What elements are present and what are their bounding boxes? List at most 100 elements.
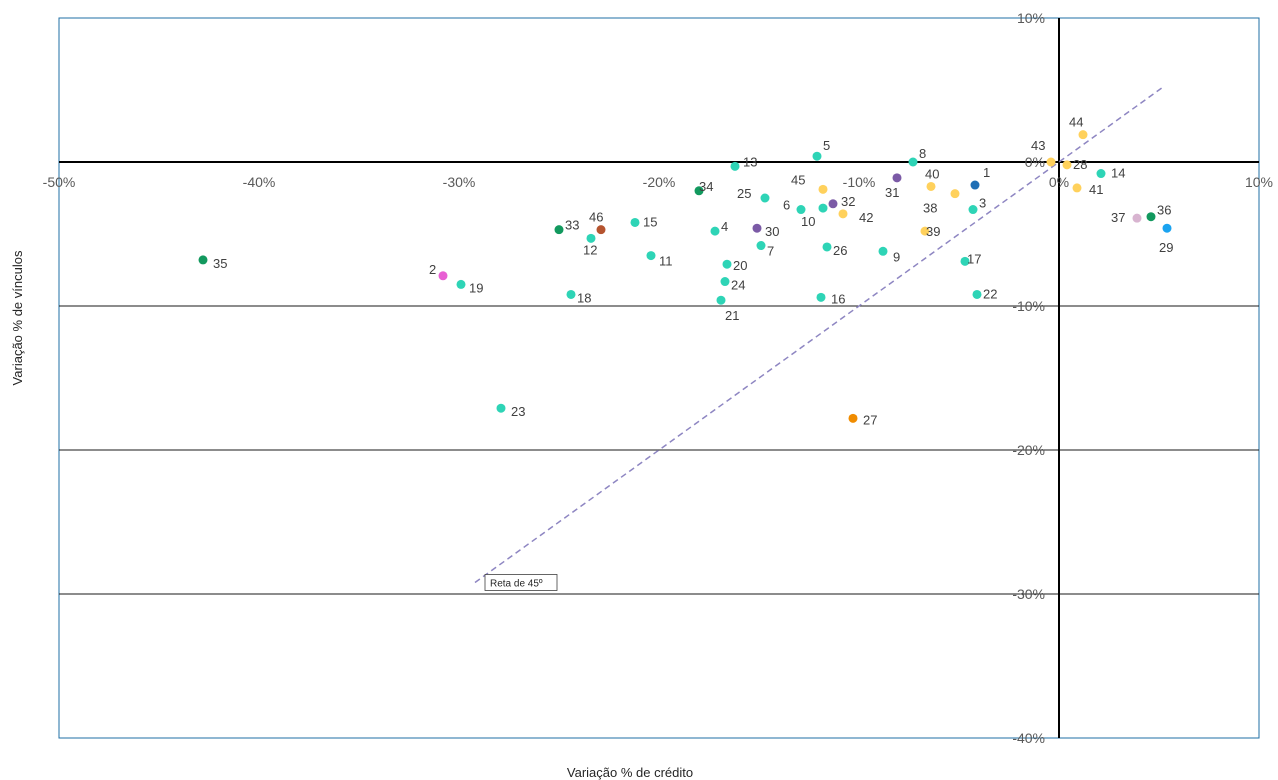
x-tick-label: -30% bbox=[443, 174, 476, 190]
point-label-8: 8 bbox=[919, 146, 926, 161]
reference-line-group: Reta de 45º bbox=[474, 86, 1164, 591]
axes bbox=[59, 18, 1259, 738]
data-point-30 bbox=[752, 223, 762, 233]
point-label-24: 24 bbox=[731, 278, 745, 293]
y-tick-labels: 10% 0% -10% -20% -30% -40% bbox=[1012, 10, 1045, 746]
point-label-37: 37 bbox=[1111, 210, 1125, 225]
point-label-45: 45 bbox=[791, 172, 805, 187]
x-axis-title: Variação % de crédito bbox=[567, 765, 693, 780]
data-point-28 bbox=[1062, 160, 1072, 170]
data-point-10 bbox=[818, 203, 828, 213]
data-point-23 bbox=[496, 403, 506, 413]
point-label-30: 30 bbox=[765, 224, 779, 239]
data-point-43 bbox=[1046, 157, 1056, 167]
point-label-31: 31 bbox=[885, 185, 899, 200]
point-label-6: 6 bbox=[783, 198, 790, 213]
point-label-19: 19 bbox=[469, 280, 483, 295]
x-tick-label: -40% bbox=[243, 174, 276, 190]
data-point-45 bbox=[818, 184, 828, 194]
point-label-22: 22 bbox=[983, 286, 997, 301]
y-tick-label: 10% bbox=[1017, 10, 1045, 26]
y-tick-label: -40% bbox=[1012, 730, 1045, 746]
y-tick-label: -10% bbox=[1012, 298, 1045, 314]
data-point-41 bbox=[1072, 183, 1082, 193]
x-tick-labels: -50% -40% -30% -20% -10% 0% 10% bbox=[43, 174, 1273, 190]
y-axis-title: Variação % de vínculos bbox=[10, 250, 25, 385]
point-label-43: 43 bbox=[1031, 138, 1045, 153]
data-point-31 bbox=[892, 173, 902, 183]
data-point-5 bbox=[812, 151, 822, 161]
reference-line-45 bbox=[474, 86, 1164, 584]
data-point-11 bbox=[646, 251, 656, 261]
data-point-39 bbox=[920, 226, 930, 236]
data-point-26 bbox=[822, 242, 832, 252]
point-label-4: 4 bbox=[721, 219, 728, 234]
data-point-46 bbox=[596, 225, 606, 235]
point-label-29: 29 bbox=[1159, 240, 1173, 255]
reference-line-label-box bbox=[484, 574, 558, 591]
point-label-10: 10 bbox=[801, 214, 815, 229]
reference-line-label: Reta de 45º bbox=[490, 578, 543, 589]
data-point-21 bbox=[716, 295, 726, 305]
data-point-3 bbox=[968, 205, 978, 215]
data-point-2 bbox=[438, 271, 448, 281]
data-point-38 bbox=[950, 189, 960, 199]
data-point-16 bbox=[816, 292, 826, 302]
data-point-35 bbox=[198, 255, 208, 265]
point-label-40: 40 bbox=[925, 166, 939, 181]
point-label-33: 33 bbox=[565, 218, 579, 233]
point-label-44: 44 bbox=[1069, 115, 1083, 130]
y-tick-label: -20% bbox=[1012, 442, 1045, 458]
x-tick-label: -50% bbox=[43, 174, 76, 190]
point-label-20: 20 bbox=[733, 258, 747, 273]
point-label-2: 2 bbox=[429, 262, 436, 277]
data-point-9 bbox=[878, 246, 888, 256]
point-label-35: 35 bbox=[213, 256, 227, 271]
data-point-14 bbox=[1096, 169, 1106, 179]
point-label-16: 16 bbox=[831, 291, 845, 306]
point-label-3: 3 bbox=[979, 196, 986, 211]
data-point-24 bbox=[720, 277, 730, 287]
data-point-1 bbox=[970, 180, 980, 190]
point-label-25: 25 bbox=[737, 186, 751, 201]
point-label-26: 26 bbox=[833, 243, 847, 258]
point-label-21: 21 bbox=[725, 308, 739, 323]
data-point-6 bbox=[796, 205, 806, 215]
data-point-19 bbox=[456, 279, 466, 289]
point-label-1: 1 bbox=[983, 165, 990, 180]
data-point-15 bbox=[630, 217, 640, 227]
data-point-34 bbox=[694, 186, 704, 196]
data-point-37 bbox=[1132, 213, 1142, 223]
x-tick-label: -20% bbox=[643, 174, 676, 190]
data-point-17 bbox=[960, 256, 970, 266]
data-point-40 bbox=[926, 181, 936, 191]
point-label-36: 36 bbox=[1157, 203, 1171, 218]
point-label-23: 23 bbox=[511, 404, 525, 419]
data-point-42 bbox=[838, 209, 848, 219]
point-label-38: 38 bbox=[923, 201, 937, 216]
data-point-13 bbox=[730, 161, 740, 171]
x-tick-label: 0% bbox=[1049, 174, 1069, 190]
point-label-7: 7 bbox=[767, 244, 774, 259]
data-point-7 bbox=[756, 241, 766, 251]
point-labels: 1234567891011121314151617181920212223242… bbox=[213, 115, 1173, 428]
data-point-33 bbox=[554, 225, 564, 235]
data-point-22 bbox=[972, 289, 982, 299]
point-label-14: 14 bbox=[1111, 166, 1125, 181]
data-point-27 bbox=[848, 413, 858, 423]
x-tick-label: 10% bbox=[1245, 174, 1273, 190]
data-point-32 bbox=[828, 199, 838, 209]
point-label-34: 34 bbox=[699, 179, 713, 194]
point-label-11: 11 bbox=[659, 254, 673, 269]
point-label-9: 9 bbox=[893, 249, 900, 264]
point-label-17: 17 bbox=[967, 251, 981, 266]
point-label-42: 42 bbox=[859, 210, 873, 225]
point-label-12: 12 bbox=[583, 242, 597, 257]
data-point-18 bbox=[566, 289, 576, 299]
point-label-5: 5 bbox=[823, 138, 830, 153]
point-label-28: 28 bbox=[1073, 157, 1087, 172]
data-point-44 bbox=[1078, 130, 1088, 140]
data-point-12 bbox=[586, 233, 596, 243]
y-tick-label: -30% bbox=[1012, 586, 1045, 602]
point-label-27: 27 bbox=[863, 412, 877, 427]
